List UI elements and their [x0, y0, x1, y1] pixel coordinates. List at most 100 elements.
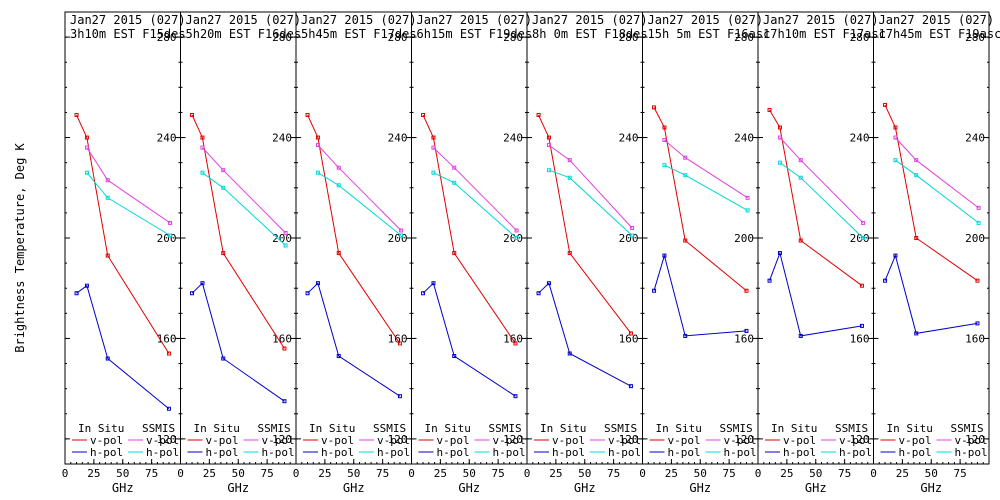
- data-point-insitu-v: [315, 135, 320, 140]
- legend-ssmis-h-label: h-pol: [608, 446, 641, 459]
- data-point-insitu-h: [74, 291, 79, 296]
- x-tick-label: 50: [347, 467, 360, 480]
- data-point-insitu-v: [431, 135, 436, 140]
- x-axis-label: GHz: [112, 481, 134, 495]
- y-tick-label: 240: [388, 132, 408, 145]
- legend-ssmis-h-label: h-pol: [146, 446, 179, 459]
- data-point-ssmis-v: [546, 143, 551, 148]
- x-tick-label: 0: [524, 467, 531, 480]
- data-point-insitu-h: [200, 281, 205, 286]
- data-point-ssmis-h: [221, 185, 226, 190]
- series-line-ssmis-v: [433, 147, 517, 231]
- panel-title: Jan27 2015 (027): [301, 13, 417, 27]
- x-tick-label: 25: [434, 467, 447, 480]
- data-point-ssmis-h: [168, 233, 173, 238]
- data-point-ssmis-v: [514, 228, 519, 233]
- series-line-ssmis-v: [317, 144, 402, 231]
- y-tick-label: 280: [850, 31, 870, 44]
- legend-insitu-v-label: v-pol: [668, 434, 701, 447]
- x-axis-label: GHz: [343, 481, 365, 495]
- data-point-ssmis-h: [662, 163, 667, 168]
- data-point-ssmis-h: [861, 236, 866, 240]
- data-point-ssmis-v: [893, 135, 898, 140]
- data-point-ssmis-v: [283, 230, 288, 235]
- data-point-ssmis-v: [105, 178, 110, 183]
- series-line-ssmis-h: [548, 169, 633, 236]
- series-line-insitu-h: [884, 254, 978, 334]
- series-line-insitu-h: [191, 282, 285, 402]
- y-tick-label: 120: [850, 433, 870, 446]
- x-axis-label: GHz: [689, 481, 711, 495]
- data-point-insitu-h: [190, 291, 195, 296]
- series-line-insitu-v: [191, 114, 285, 349]
- legend-insitu-h-label: h-pol: [90, 446, 123, 459]
- data-point-insitu-h: [536, 291, 541, 296]
- data-point-ssmis-v: [798, 158, 803, 163]
- data-point-insitu-h: [397, 394, 402, 399]
- panel-5: Jan27 2015 (027)8h 0m EST F18des 120 160 20…: [524, 11, 648, 495]
- y-tick-label: 240: [157, 132, 177, 145]
- data-point-insitu-h: [431, 281, 436, 286]
- legend-header-ssmis: SSMIS: [951, 422, 984, 435]
- data-point-insitu-h: [777, 251, 782, 256]
- data-point-ssmis-v: [861, 220, 866, 225]
- x-tick-label: 75: [145, 467, 158, 480]
- data-point-insitu-v: [282, 346, 287, 351]
- x-tick-label: 75: [261, 467, 274, 480]
- data-point-insitu-v: [662, 125, 667, 130]
- data-point-insitu-v: [893, 125, 898, 130]
- data-point-insitu-v: [628, 331, 633, 336]
- y-tick-label: 280: [965, 31, 985, 44]
- x-tick-label: 75: [954, 467, 967, 480]
- y-tick-label: 240: [272, 132, 292, 145]
- data-point-ssmis-h: [431, 170, 436, 175]
- data-point-insitu-h: [652, 288, 657, 293]
- data-point-ssmis-h: [630, 233, 635, 238]
- legend-header-insitu: In Situ: [194, 422, 240, 435]
- data-point-ssmis-h: [336, 183, 341, 188]
- series-line-ssmis-h: [664, 164, 748, 211]
- data-point-insitu-h: [305, 291, 310, 296]
- data-point-ssmis-h: [283, 243, 288, 248]
- data-point-ssmis-v: [315, 143, 320, 148]
- legend-ssmis-v-label: v-pol: [262, 434, 295, 447]
- series-line-ssmis-v: [548, 144, 633, 229]
- data-point-ssmis-h: [546, 168, 551, 173]
- x-tick-label: 50: [578, 467, 591, 480]
- x-axis-label: GHz: [458, 481, 480, 495]
- data-point-insitu-h: [893, 253, 898, 258]
- y-tick-label: 200: [619, 232, 639, 245]
- series-line-insitu-h: [653, 253, 747, 337]
- x-tick-label: 75: [838, 467, 851, 480]
- legend-header-insitu: In Situ: [771, 422, 817, 435]
- data-point-insitu-v: [767, 107, 772, 112]
- data-point-ssmis-h: [84, 170, 89, 175]
- data-point-insitu-h: [105, 356, 110, 361]
- legend-ssmis-h-label: h-pol: [377, 446, 410, 459]
- data-point-ssmis-v: [777, 135, 782, 140]
- data-point-insitu-v: [105, 253, 110, 258]
- legend-insitu-v-label: v-pol: [321, 434, 354, 447]
- series-line-ssmis-h: [779, 162, 864, 239]
- legend-ssmis-h-label: h-pol: [493, 446, 526, 459]
- legend-insitu-v-label: v-pol: [899, 434, 932, 447]
- series-line-ssmis-h: [86, 172, 171, 236]
- data-point-insitu-v: [421, 112, 426, 117]
- x-axis-label: GHz: [227, 481, 249, 495]
- series-line-insitu-v: [653, 107, 747, 292]
- data-point-insitu-v: [914, 236, 919, 240]
- data-point-insitu-v: [190, 112, 195, 117]
- y-tick-label: 120: [965, 433, 985, 446]
- x-tick-label: 25: [549, 467, 562, 480]
- x-tick-label: 75: [607, 467, 620, 480]
- panel-8: Jan27 2015 (027)17h45m EST F19asc 120 160 2…: [870, 11, 1000, 495]
- data-point-ssmis-h: [893, 158, 898, 163]
- x-axis-label: GHz: [574, 481, 596, 495]
- data-point-insitu-h: [513, 394, 518, 399]
- data-point-ssmis-v: [914, 158, 919, 163]
- data-point-insitu-h: [859, 323, 864, 328]
- x-tick-label: 25: [318, 467, 331, 480]
- legend-header-ssmis: SSMIS: [373, 422, 406, 435]
- y-tick-label: 160: [272, 332, 292, 345]
